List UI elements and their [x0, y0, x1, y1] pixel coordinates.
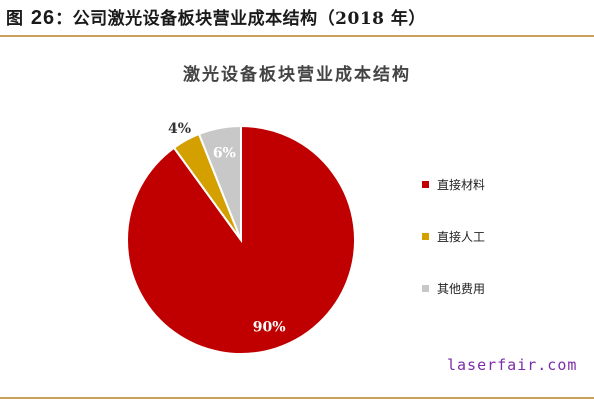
data-label-2: 6%: [213, 146, 236, 162]
pie-slice-0: [126, 124, 356, 355]
legend-item-2: 其他费用: [422, 280, 485, 297]
figure-header: 图 26 ：公司激光设备板块营业成本结构（2018 年）: [6, 4, 426, 32]
figure-label: 图 26: [6, 4, 55, 30]
watermark-text: laserfair.com: [447, 356, 578, 374]
data-label-1: 4%: [168, 121, 191, 137]
legend-label: 直接人工: [437, 230, 486, 244]
figure-number: 26: [30, 7, 56, 29]
legend-swatch: [422, 285, 429, 292]
legend-swatch: [422, 181, 429, 188]
figure-label-prefix: 图: [6, 9, 24, 29]
chart-title: 激光设备板块营业成本结构: [183, 65, 411, 85]
legend-item-0: 直接材料: [422, 176, 485, 193]
footer-rule: [0, 397, 594, 399]
pie-slice-2: [197, 124, 242, 241]
legend-label: 直接材料: [437, 178, 486, 192]
legend-swatch: [422, 233, 429, 240]
data-label-0: 90%: [253, 320, 286, 336]
legend-item-1: 直接人工: [422, 228, 485, 245]
figure-title: ：公司激光设备板块营业成本结构（2018 年）: [55, 9, 426, 29]
legend-label: 其他费用: [437, 282, 486, 296]
header-rule: [0, 35, 594, 37]
